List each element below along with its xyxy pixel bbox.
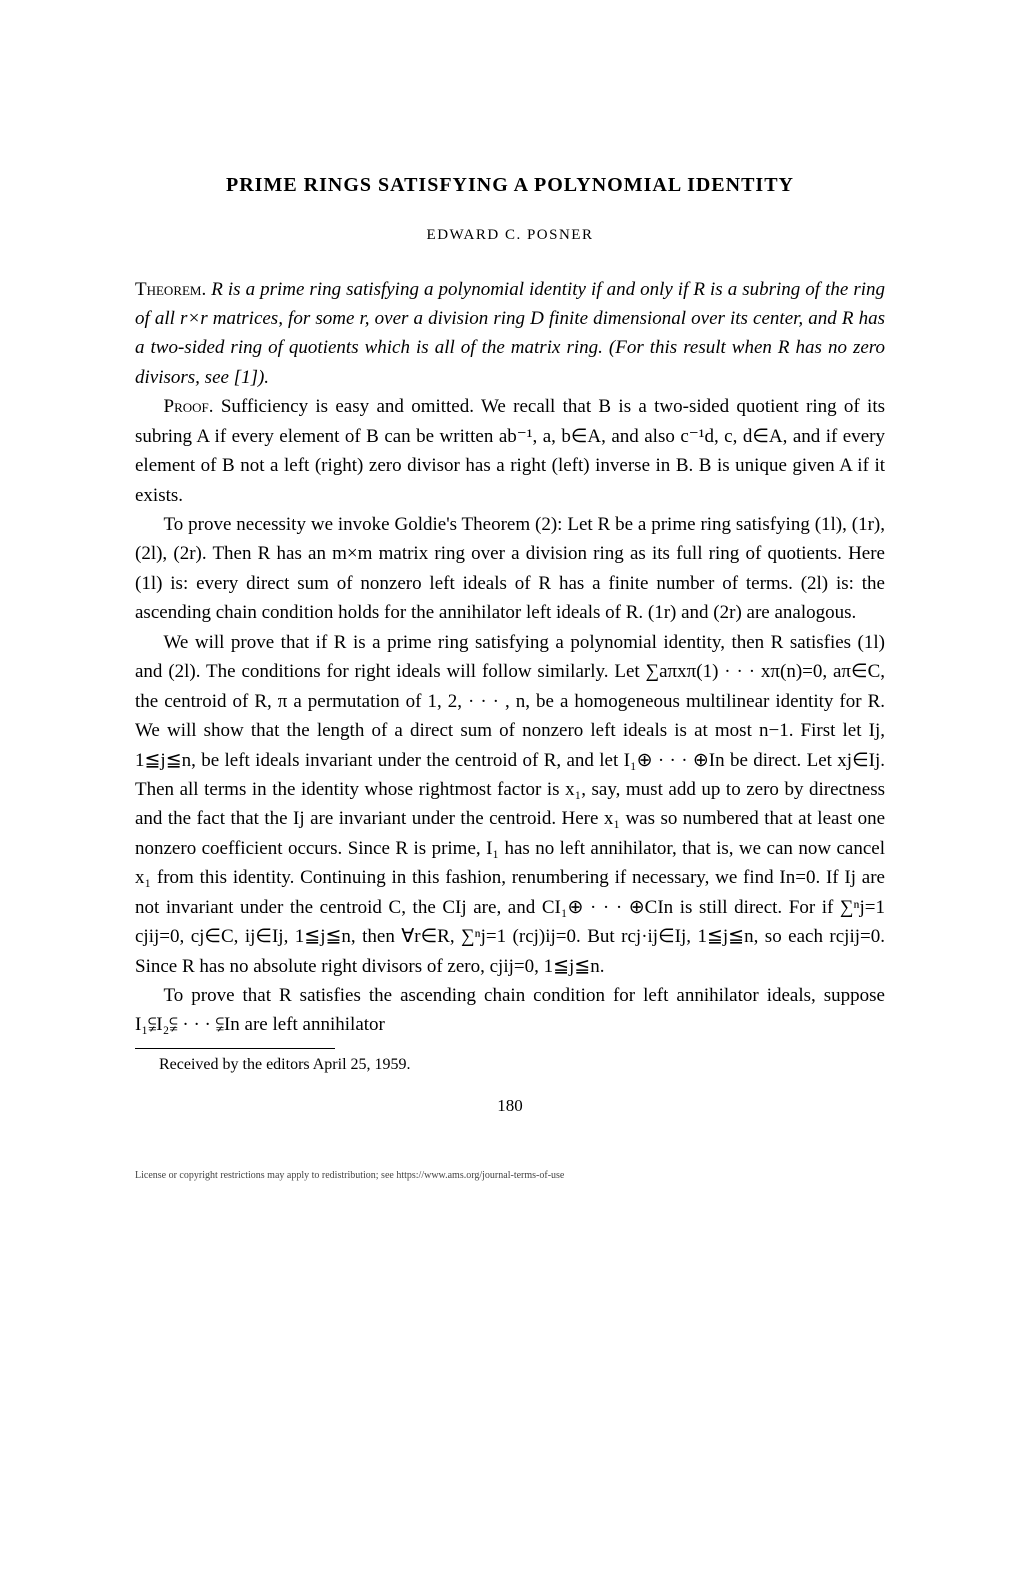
page-number: 180 (135, 1093, 885, 1119)
paper-title: PRIME RINGS SATISFYING A POLYNOMIAL IDEN… (135, 170, 885, 200)
theorem-label: Theorem. (135, 279, 206, 300)
received-date: Received by the editors April 25, 1959. (135, 1053, 885, 1077)
theorem-paragraph: Theorem. R is a prime ring satisfying a … (135, 275, 885, 393)
proof-paragraph-1: Proof. Sufficiency is easy and omitted. … (135, 392, 885, 510)
proof-paragraph-2: To prove necessity we invoke Goldie's Th… (135, 510, 885, 628)
license-notice: License or copyright restrictions may ap… (135, 1168, 885, 1183)
proof-label: Proof. (164, 396, 214, 417)
proof-paragraph-3: We will prove that if R is a prime ring … (135, 628, 885, 981)
footnote-separator (135, 1048, 335, 1049)
proof-text-1: Sufficiency is easy and omitted. We reca… (135, 396, 885, 505)
paper-author: EDWARD C. POSNER (135, 224, 885, 247)
theorem-statement: R is a prime ring satisfying a polynomia… (135, 279, 885, 388)
proof-paragraph-4: To prove that R satisfies the ascending … (135, 981, 885, 1040)
